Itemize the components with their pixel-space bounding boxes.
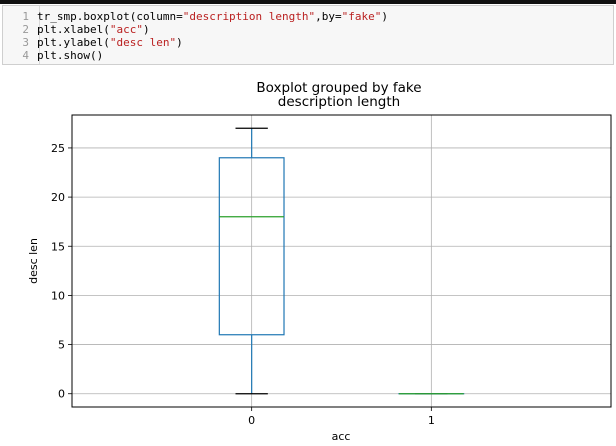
line-number: 2	[3, 23, 37, 36]
y-tick-label: 20	[51, 191, 65, 204]
code-string: "fake"	[342, 10, 382, 23]
line-number: 1	[3, 10, 37, 23]
window-top-border	[0, 0, 616, 4]
x-tick-label: 1	[428, 414, 435, 427]
chart-subtitle: description length	[278, 94, 400, 110]
axes-frame	[72, 115, 611, 407]
code-text: )	[381, 10, 388, 23]
line-number: 3	[3, 36, 37, 49]
code-text: plt.xlabel(	[37, 23, 110, 36]
y-tick-label: 10	[51, 289, 65, 302]
code-text: )	[176, 36, 183, 49]
code-string: "desc len"	[110, 36, 176, 49]
code-text: ,by=	[315, 10, 342, 23]
line-number: 4	[3, 49, 37, 62]
code-string: "acc"	[110, 23, 143, 36]
x-tick-label: 0	[248, 414, 255, 427]
x-axis-label: acc	[332, 430, 351, 442]
y-tick-label: 15	[51, 240, 65, 253]
code-text: plt.show()	[37, 49, 103, 62]
y-tick-label: 0	[58, 388, 65, 401]
code-string: "description length"	[183, 10, 315, 23]
y-tick-label: 5	[58, 339, 65, 352]
code-text: tr_smp.boxplot(column=	[37, 10, 183, 23]
y-axis-label: desc len	[27, 238, 40, 284]
y-tick-label: 25	[51, 142, 65, 155]
code-text: )	[143, 23, 150, 36]
code-text: plt.ylabel(	[37, 36, 110, 49]
